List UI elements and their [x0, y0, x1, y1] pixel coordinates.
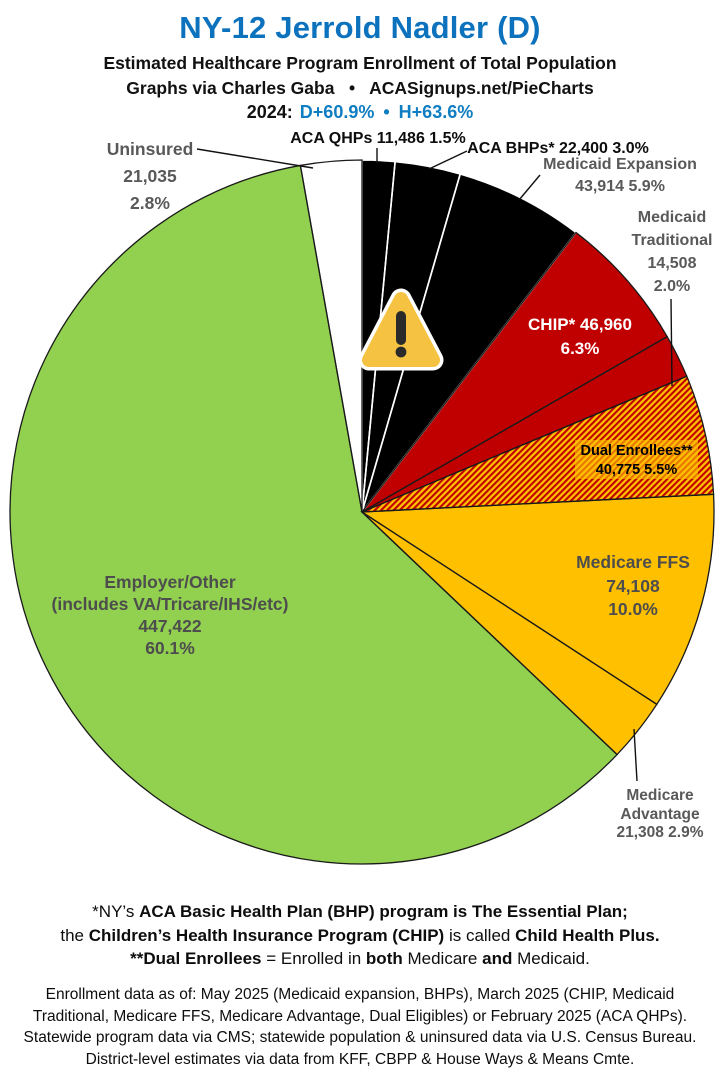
aca-bhps-callout-line: [428, 150, 468, 170]
footnote-line: **Dual Enrollees = Enrolled in both Medi…: [130, 949, 590, 968]
uninsured-callout-line: [196, 148, 314, 169]
callout-lines: [196, 148, 673, 782]
footnote-line: the Children’s Health Insurance Program …: [60, 925, 660, 945]
aca-qhps-label: ACA QHPs 11,486 1.5%: [290, 130, 466, 147]
pie-slice-medicaid-traditional: [362, 336, 687, 512]
medicaid-traditional-callout-line: [670, 298, 673, 387]
medicare-advantage-callout-line: [633, 728, 638, 782]
medicare-ffs-label: Medicare FFS 74,108 10.0%: [576, 552, 690, 619]
year-label: 2024:: [246, 102, 293, 122]
page-title: NY-12 Jerrold Nadler (D): [179, 10, 541, 45]
pie-slice-medicare-ffs: [362, 494, 715, 705]
aca-bhps-label: ACA BHPs* 22,400 3.0%: [467, 140, 649, 157]
dem-margin-stat: D+60.9%: [299, 102, 375, 122]
medicaid-expansion-callout-line: [518, 174, 541, 201]
footnote-block: *NY’s ACA Basic Health Plan (BHP) progra…: [0, 900, 720, 971]
subtitle-credit: Graphs via Charles Gaba • ACASignups.net…: [126, 78, 594, 98]
medicaid-traditional-label: Medicaid Traditional 14,508 2.0%: [631, 209, 713, 295]
pie-wedges: [10, 160, 715, 864]
chip-label: CHIP* 46,960 6.3%: [528, 315, 632, 358]
bullet-separator: •: [383, 102, 390, 122]
house-margin-stat: H+63.6%: [398, 102, 474, 122]
source-line: Traditional, Medicare FFS, Medicare Adva…: [32, 1007, 688, 1025]
uninsured-label: Uninsured 21,035 2.8%: [106, 139, 194, 213]
source-line: Statewide program data via CMS; statewid…: [23, 1029, 697, 1046]
source-line: District-level estimates via data from K…: [85, 1050, 635, 1068]
pie-slice-chip: [362, 232, 668, 512]
pie-slice-employer-other-includes-va-tricare-ihs-etc: [10, 165, 618, 864]
source-block: Enrollment data as of: May 2025 (Medicai…: [0, 984, 720, 1070]
footnote-line: *NY’s ACA Basic Health Plan (BHP) progra…: [92, 902, 628, 921]
pie-slice-medicare-advantage: [362, 512, 657, 755]
medicare-advantage-label: Medicare Advantage 21,308 2.9%: [616, 787, 704, 841]
employer-other-label: Employer/Other (includes VA/Tricare/IHS/…: [51, 572, 289, 658]
warning-icon: [358, 288, 444, 371]
subtitle-enrollment: Estimated Healthcare Program Enrollment …: [103, 53, 617, 73]
pie-wedge-borders: [9, 159, 715, 865]
dual-enrollees-label: Dual Enrollees** 40,775 5.5%: [575, 440, 698, 479]
source-line: Enrollment data as of: May 2025 (Medicai…: [45, 986, 675, 1003]
partisan-stats-line: 2024: D+60.9% • H+63.6%: [0, 102, 720, 123]
medicaid-expansion-label: Medicaid Expansion 43,914 5.9%: [543, 156, 697, 195]
pie-slice-medicaid-expansion: [362, 173, 576, 513]
